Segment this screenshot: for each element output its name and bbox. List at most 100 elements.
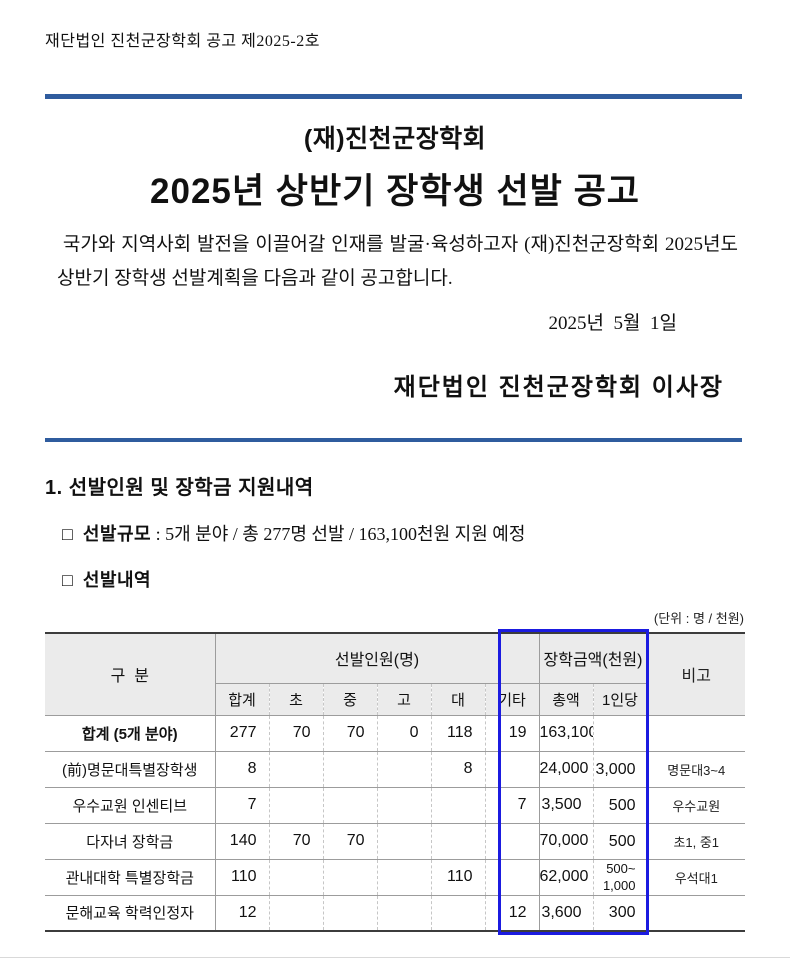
table-row: 다자녀 장학금 140 70 70 70,000 500 초1, 중1	[45, 823, 745, 859]
cell-high	[376, 859, 431, 895]
square-bullet-icon: □	[62, 570, 73, 590]
cell-total: 12	[214, 895, 269, 931]
cell-other	[484, 823, 539, 859]
cell-amount-per: 300	[592, 895, 647, 931]
bullet-selection-scale: □ 선발규모 : 5개 분야 / 총 277명 선발 / 163,100천원 지원…	[62, 520, 745, 546]
cell-total: 8	[214, 751, 269, 787]
unit-note: (단위 : 명 / 천원)	[653, 611, 744, 626]
page-bottom-divider	[0, 957, 790, 958]
table-header: 구 분 선발인원(명) 장학금액(천원) 비고 합계 초 중 고 대 기타 총액…	[45, 633, 745, 715]
cell-other: 7	[484, 787, 539, 823]
section-heading: 1. 선발인원 및 장학금 지원내역	[45, 477, 314, 499]
cell-note: 명문대3~4	[646, 751, 745, 787]
col-header-university: 대	[430, 683, 485, 715]
intro-paragraph: 국가와 지역사회 발전을 이끌어갈 인재를 발굴·육성하고자 (재)진천군장학회…	[57, 234, 743, 289]
col-header-other: 기타	[484, 683, 539, 715]
table-body: 합계 (5개 분야) 277 70 70 0 118 19 163,100 (前…	[45, 715, 745, 931]
cell-amount-total: 3,600	[538, 895, 593, 931]
cell-middle	[322, 787, 377, 823]
selection-table: 구 분 선발인원(명) 장학금액(천원) 비고 합계 초 중 고 대 기타 총액…	[45, 632, 745, 932]
cell-other: 12	[484, 895, 539, 931]
cell-note: 초1, 중1	[646, 823, 745, 859]
cell-high: 0	[376, 715, 431, 751]
cell-high	[376, 787, 431, 823]
row-label: 문해교육 학력인정자	[65, 905, 194, 923]
cell-amount-per	[592, 715, 647, 751]
cell-amount-total: 163,100	[538, 715, 593, 751]
top-divider-rule	[45, 94, 742, 99]
row-label: 합계 (5개 분야)	[81, 725, 178, 743]
cell-amount-per: 500	[592, 823, 647, 859]
selection-table-wrap: 구 분 선발인원(명) 장학금액(천원) 비고 합계 초 중 고 대 기타 총액…	[45, 629, 745, 935]
table-row: 관내대학 특별장학금 110 110 62,000 500~ 1,000 우석대…	[45, 859, 745, 895]
cell-amount-total: 3,500	[538, 787, 593, 823]
bullet-selection-detail: □ 선발내역	[62, 566, 745, 592]
cell-university: 8	[430, 751, 485, 787]
middle-divider-rule	[45, 438, 742, 442]
cell-elementary	[268, 895, 323, 931]
cell-elementary	[268, 787, 323, 823]
cell-elementary: 70	[268, 823, 323, 859]
cell-amount-total: 24,000	[538, 751, 593, 787]
col-header-bigo: 비고	[646, 633, 745, 715]
cell-amount-per: 500~ 1,000	[592, 859, 647, 895]
table-row: 문해교육 학력인정자 12 12 3,600 300	[45, 895, 745, 931]
cell-elementary	[268, 751, 323, 787]
col-header-total-amount: 총액	[538, 683, 593, 715]
cell-university: 110	[430, 859, 485, 895]
cell-middle: 70	[322, 823, 377, 859]
cell-note: 우수교원	[646, 787, 745, 823]
cell-note	[646, 895, 745, 931]
row-label: (前)명문대특별장학생	[62, 761, 198, 779]
bullet-label: 선발내역	[82, 570, 152, 590]
row-label: 관내대학 특별장학금	[65, 869, 194, 887]
cell-elementary: 70	[268, 715, 323, 751]
bullet-label: 선발규모	[82, 524, 152, 544]
cell-amount-per: 3,000	[592, 751, 647, 787]
cell-high	[376, 823, 431, 859]
cell-middle	[322, 895, 377, 931]
announcement-date: 2025년 5월 1일	[548, 313, 677, 334]
col-header-per-person: 1인당	[592, 683, 647, 715]
cell-middle	[322, 751, 377, 787]
cell-middle	[322, 859, 377, 895]
page-title: 2025년 상반기 장학생 선발 공고	[150, 172, 640, 211]
cell-total: 140	[214, 823, 269, 859]
organization-title: (재)진천군장학회	[303, 125, 487, 153]
cell-middle: 70	[322, 715, 377, 751]
cell-university: 118	[430, 715, 485, 751]
signature-line: 재단법인 진천군장학회 이사장	[393, 374, 724, 401]
cell-university	[430, 823, 485, 859]
col-header-elementary: 초	[268, 683, 323, 715]
col-header-total-count: 합계	[214, 683, 269, 715]
bullet-text: : 5개 분야 / 총 277명 선발 / 163,100천원 지원 예정	[151, 524, 526, 544]
col-header-high: 고	[376, 683, 431, 715]
cell-other	[484, 751, 539, 787]
row-label: 우수교원 인센티브	[72, 797, 188, 815]
cell-elementary	[268, 859, 323, 895]
table-row: 합계 (5개 분야) 277 70 70 0 118 19 163,100	[45, 715, 745, 751]
cell-high	[376, 751, 431, 787]
cell-other: 19	[484, 715, 539, 751]
row-label: 다자녀 장학금	[86, 833, 174, 851]
cell-amount-total: 70,000	[538, 823, 593, 859]
cell-high	[376, 895, 431, 931]
cell-total: 277	[214, 715, 269, 751]
table-row: (前)명문대특별장학생 8 8 24,000 3,000 명문대3~4	[45, 751, 745, 787]
cell-amount-per: 500	[592, 787, 647, 823]
cell-note: 우석대1	[646, 859, 745, 895]
notice-number: 재단법인 진천군장학회 공고 제2025-2호	[45, 33, 320, 50]
square-bullet-icon: □	[62, 524, 73, 544]
cell-total: 110	[214, 859, 269, 895]
cell-university	[430, 895, 485, 931]
cell-note	[646, 715, 745, 751]
col-header-middle: 중	[322, 683, 377, 715]
table-row: 우수교원 인센티브 7 7 3,500 500 우수교원	[45, 787, 745, 823]
col-group-people: 선발인원(명)	[214, 633, 539, 684]
col-group-money: 장학금액(천원)	[538, 633, 647, 684]
cell-other	[484, 859, 539, 895]
cell-university	[430, 787, 485, 823]
cell-amount-total: 62,000	[538, 859, 593, 895]
col-header-gubun: 구 분	[45, 633, 215, 715]
